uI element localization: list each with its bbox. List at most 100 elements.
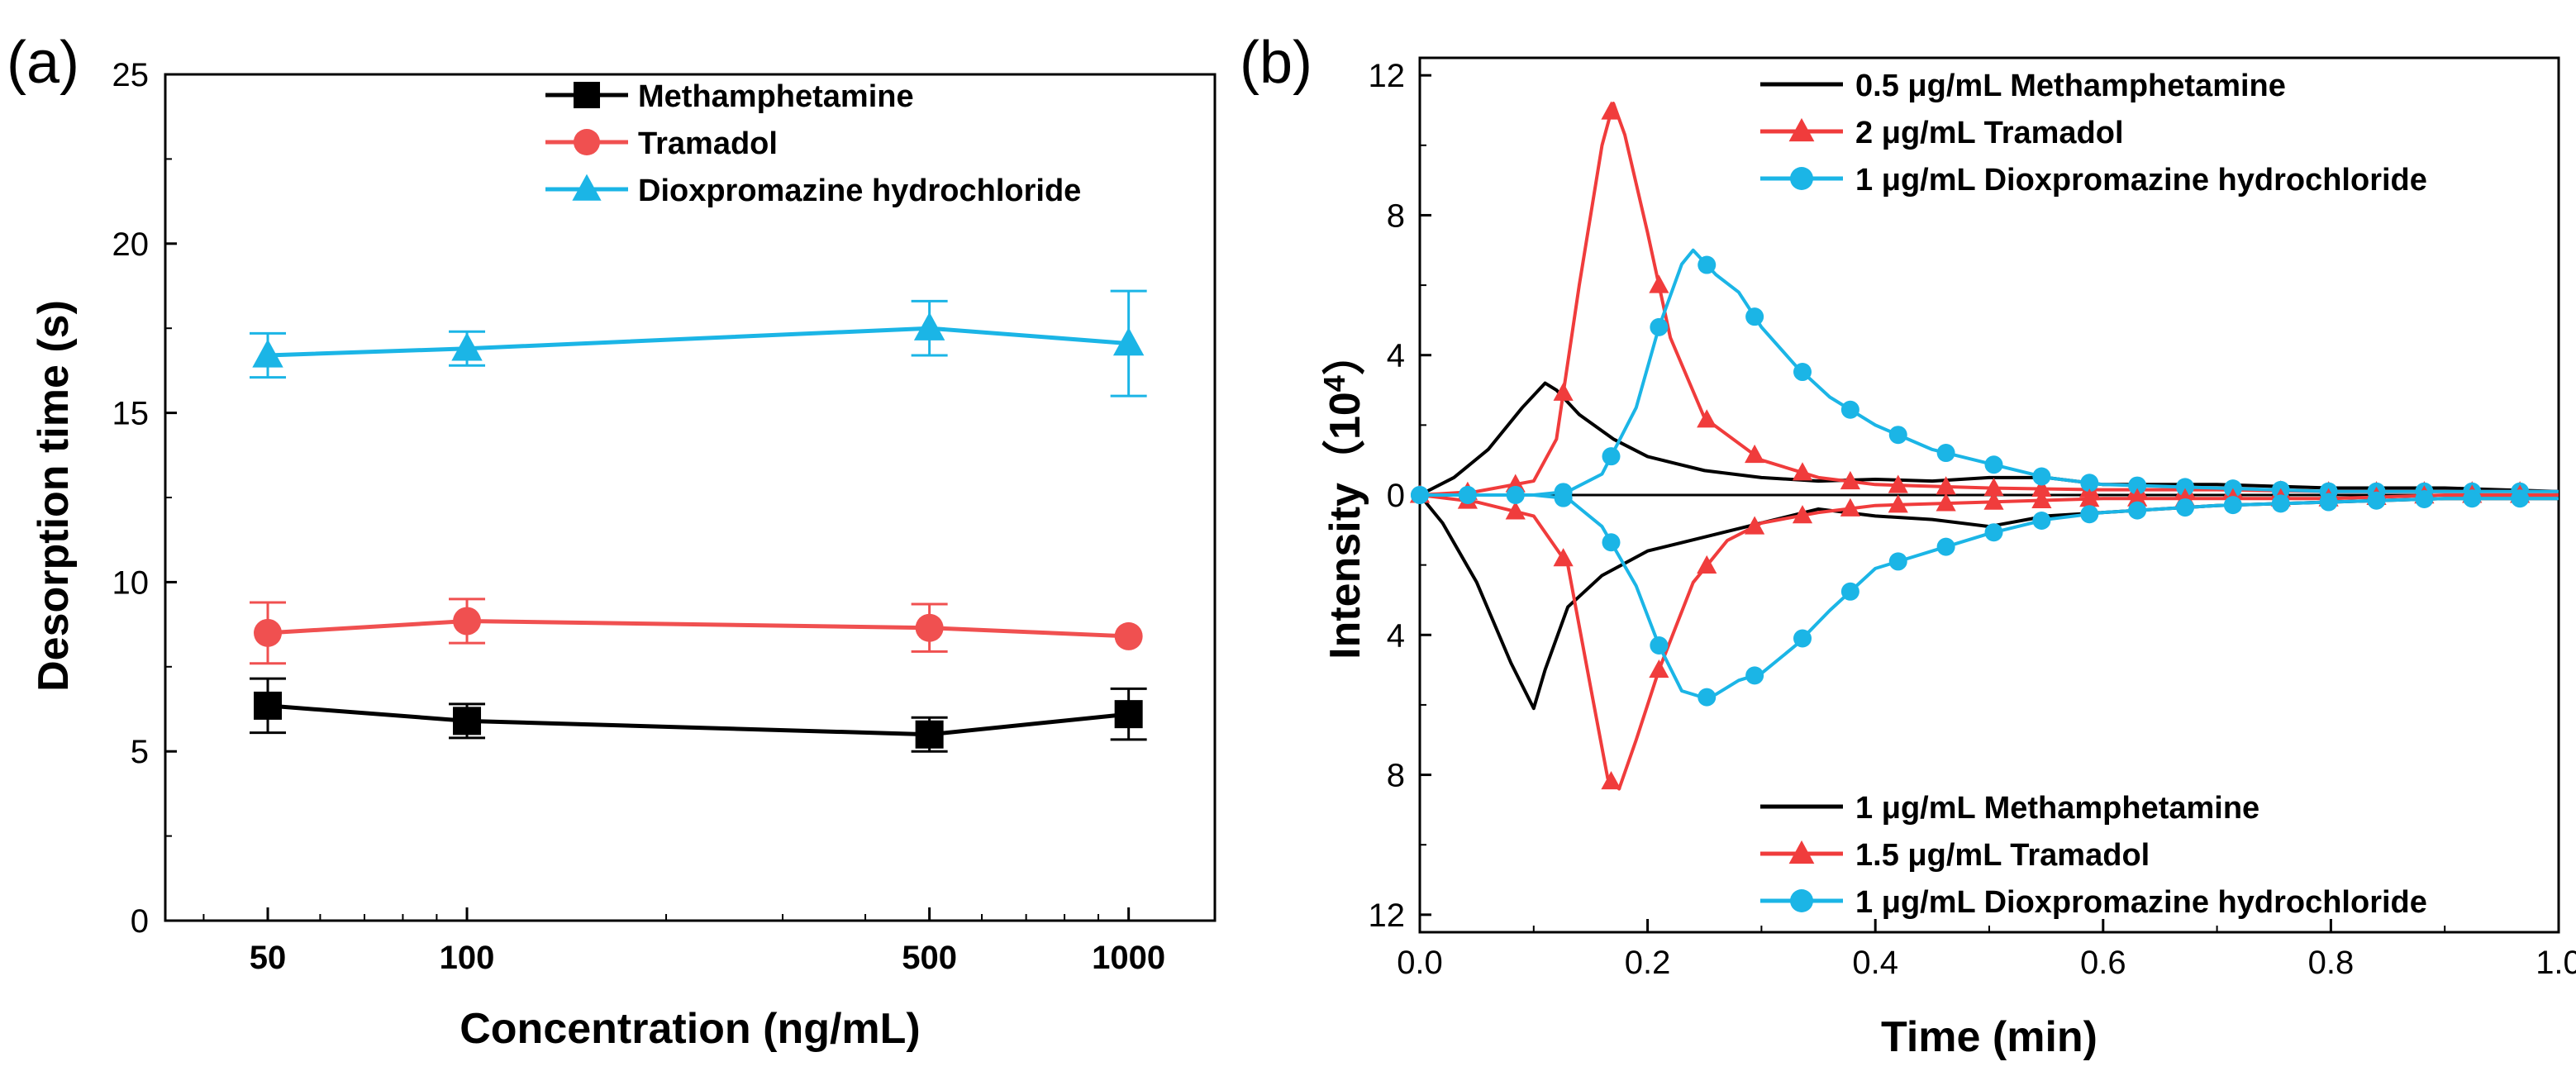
data-point (2128, 476, 2147, 495)
panel-b-x-ticks: 0.0 0.2 0.4 0.6 0.8 1.0 (1397, 919, 2576, 981)
panel-a-x-axis-title: Concentration (ng/mL) (459, 1005, 921, 1053)
data-point (1888, 426, 1907, 445)
series-dioxpromazine-hydrochloride (250, 289, 1147, 398)
legend-marker (572, 174, 602, 201)
y-tick-label: 0 (1387, 478, 1405, 514)
data-point (2271, 494, 2290, 513)
data-point (1888, 474, 1908, 493)
data-point (915, 720, 944, 749)
data-point (2127, 488, 2148, 507)
data-point (1506, 486, 1525, 504)
x-tick-label: 100 (440, 940, 495, 976)
data-point (1792, 462, 1813, 481)
data-point (1411, 486, 1429, 504)
panel-a-y-ticks: 0 5 10 15 20 25 (112, 57, 177, 940)
data-point (1554, 488, 1573, 507)
legend-label: 1 μg/mL Dioxpromazine hydrochloride (1855, 163, 2427, 198)
data-point (2079, 488, 2100, 507)
data-point (1745, 516, 1765, 535)
data-point (1936, 476, 1956, 495)
y-tick-label: 4 (1387, 338, 1405, 374)
data-point (1697, 409, 1717, 428)
data-point (1840, 498, 1860, 517)
series-tramadol (250, 598, 1143, 665)
panel-a-label: (a) (7, 30, 79, 96)
panel-b-y-axis-title-exponent: 4 (1317, 375, 1351, 392)
data-point (2080, 474, 2099, 493)
legend-label: Tramadol (638, 126, 778, 161)
legend-marker (1788, 840, 1815, 864)
data-point (1983, 477, 2004, 497)
data-point (1984, 455, 2003, 474)
data-point (1601, 770, 1621, 790)
data-point (451, 332, 483, 361)
data-point (1650, 317, 1669, 336)
legend-marker (1790, 889, 1813, 912)
data-point (2128, 501, 2147, 520)
panel-b-y-axis-title-close: ） (1321, 332, 1369, 375)
data-point (1888, 552, 1907, 571)
data-point (1458, 486, 1477, 504)
panel-a-chart: 0 5 10 15 20 25 50 100 500 1000 Desorption time … (30, 57, 1217, 1053)
panel-b-x-axis-title: Time (min) (1881, 1013, 2097, 1061)
x-tick-label: 500 (902, 940, 957, 976)
data-point (2511, 489, 2530, 508)
panel-a-x-ticks: 50 100 500 1000 (202, 907, 1165, 976)
data-point (1983, 491, 2004, 510)
data-point (2176, 478, 2195, 497)
data-point (1840, 400, 1859, 419)
data-point (252, 339, 283, 368)
y-tick-label: 0 (131, 903, 149, 940)
data-point (1114, 700, 1143, 729)
series-line (267, 326, 1129, 358)
x-tick-label: 0.6 (2080, 945, 2126, 981)
data-point (1601, 101, 1621, 120)
panel-b-label: (b) (1240, 30, 1312, 96)
data-point (2031, 489, 2052, 509)
x-tick-label: 1.0 (2536, 945, 2576, 981)
data-point (1745, 307, 1764, 326)
data-point (453, 707, 482, 736)
data-point (1602, 447, 1621, 466)
data-point (1649, 274, 1669, 293)
y-tick-label: 15 (112, 396, 150, 432)
data-point (1697, 255, 1717, 274)
data-point (2031, 478, 2052, 497)
series-line (1419, 102, 2559, 497)
panel-b-y-axis-title-text: Intensity（10 (1321, 392, 1369, 659)
data-point (2176, 498, 2195, 517)
legend-label: Methamphetamine (638, 79, 914, 114)
series-line (267, 703, 1129, 737)
data-point (1888, 494, 1908, 513)
y-tick-label: 8 (1387, 758, 1405, 794)
data-point (1984, 523, 2003, 542)
legend-marker (1790, 167, 1813, 190)
data-point (1553, 548, 1574, 567)
y-tick-label: 20 (112, 226, 150, 263)
x-tick-label: 1000 (1092, 940, 1165, 976)
y-tick-label: 12 (1369, 897, 1406, 934)
x-tick-label: 0.4 (1852, 945, 1898, 981)
data-point (1553, 382, 1574, 401)
data-point (2367, 491, 2386, 510)
data-point (1745, 666, 1764, 685)
y-tick-label: 8 (1387, 198, 1405, 234)
panel-b-legend-top: 0.5 μg/mL Methamphetamine 2 μg/mL Tramado… (1760, 69, 2427, 198)
data-point (2223, 496, 2242, 515)
x-tick-label: 0.0 (1397, 945, 1443, 981)
data-point (254, 618, 283, 647)
legend-label: 0.5 μg/mL Methamphetamine (1855, 69, 2286, 103)
legend-marker (574, 129, 600, 155)
legend-label: 1 μg/mL Methamphetamine (1855, 791, 2259, 826)
series-bottom-1-5-g-ml-tramadol (1409, 484, 2559, 791)
legend-marker (574, 82, 600, 108)
data-point (915, 613, 944, 642)
panel-b-chart: 12 8 4 0 4 8 12 0.0 0.2 0.4 0.6 0.8 1.0 Intensity（1… (1317, 56, 2576, 1061)
panel-b-y-axis-title: Intensity（104） (1317, 332, 1369, 659)
y-tick-label: 12 (1369, 58, 1406, 94)
data-point (1936, 537, 1955, 556)
panel-b-y-ticks: 12 8 4 0 4 8 12 (1369, 58, 1431, 934)
series-bottom-1-g-ml-dioxpromazine-hydrochloride (1411, 486, 2559, 707)
series-top-1-g-ml-dioxpromazine-hydrochloride (1411, 248, 2559, 504)
